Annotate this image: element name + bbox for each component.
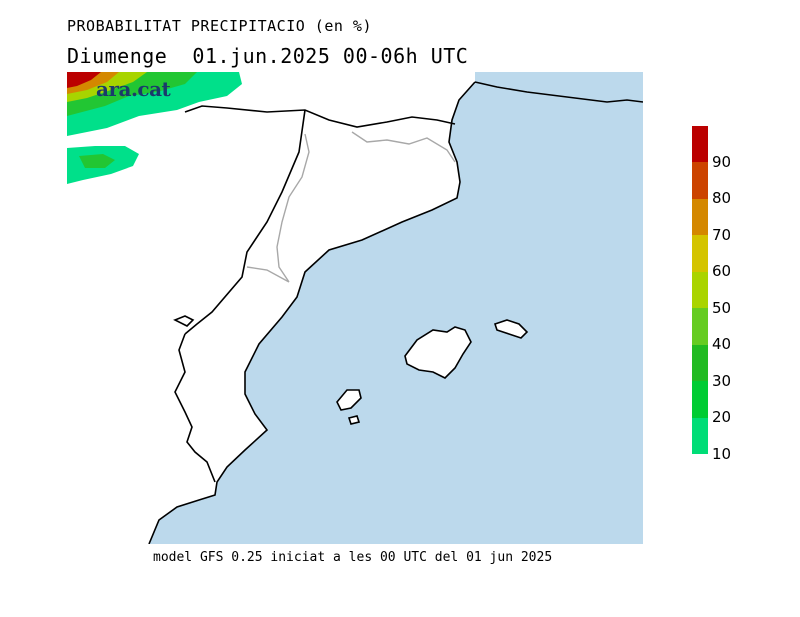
legend-label-50: 50 (712, 299, 732, 317)
formentera-island (347, 415, 361, 425)
mallorca-island (404, 326, 472, 379)
east-coast-top (474, 81, 643, 103)
western-border (174, 333, 216, 483)
legend-band-30 (692, 345, 708, 381)
north-coastline (184, 105, 456, 128)
forecast-map (67, 72, 643, 544)
legend-label-80: 80 (712, 189, 732, 207)
legend-band-80 (692, 162, 708, 199)
legend-label-10: 10 (712, 445, 732, 463)
legend-band-20 (692, 381, 708, 418)
precip-area-w-inner (79, 154, 115, 168)
ara-cat-logo[interactable]: ara.cat (96, 77, 171, 101)
legend-label-30: 30 (712, 372, 732, 390)
legend-band-10 (692, 418, 708, 454)
model-info-footer: model GFS 0.25 iniciat a les 00 UTC del … (153, 550, 553, 565)
legend-band-60 (692, 235, 708, 272)
map-subtitle: Diumenge 01.jun.2025 00-06h UTC (67, 44, 469, 68)
color-legend (692, 126, 708, 454)
legend-band-50 (692, 272, 708, 308)
legend-label-40: 40 (712, 335, 732, 353)
legend-label-90: 90 (712, 153, 732, 171)
legend-band-90 (692, 126, 708, 162)
legend-label-60: 60 (712, 262, 732, 280)
precip-area-nw-peak (67, 72, 101, 88)
catalonia-border (246, 131, 456, 283)
coastline (148, 81, 476, 544)
ibiza-island (336, 389, 362, 411)
legend-label-70: 70 (712, 226, 732, 244)
map-title: PROBABILITAT PRECIPITACIO (en %) (67, 17, 372, 35)
legend-band-40 (692, 308, 708, 345)
menorca-island (493, 319, 529, 339)
legend-band-70 (692, 199, 708, 235)
sea-area (149, 72, 643, 544)
columbretes-mark (173, 315, 195, 327)
legend-label-20: 20 (712, 408, 732, 426)
inland-border (184, 109, 306, 335)
